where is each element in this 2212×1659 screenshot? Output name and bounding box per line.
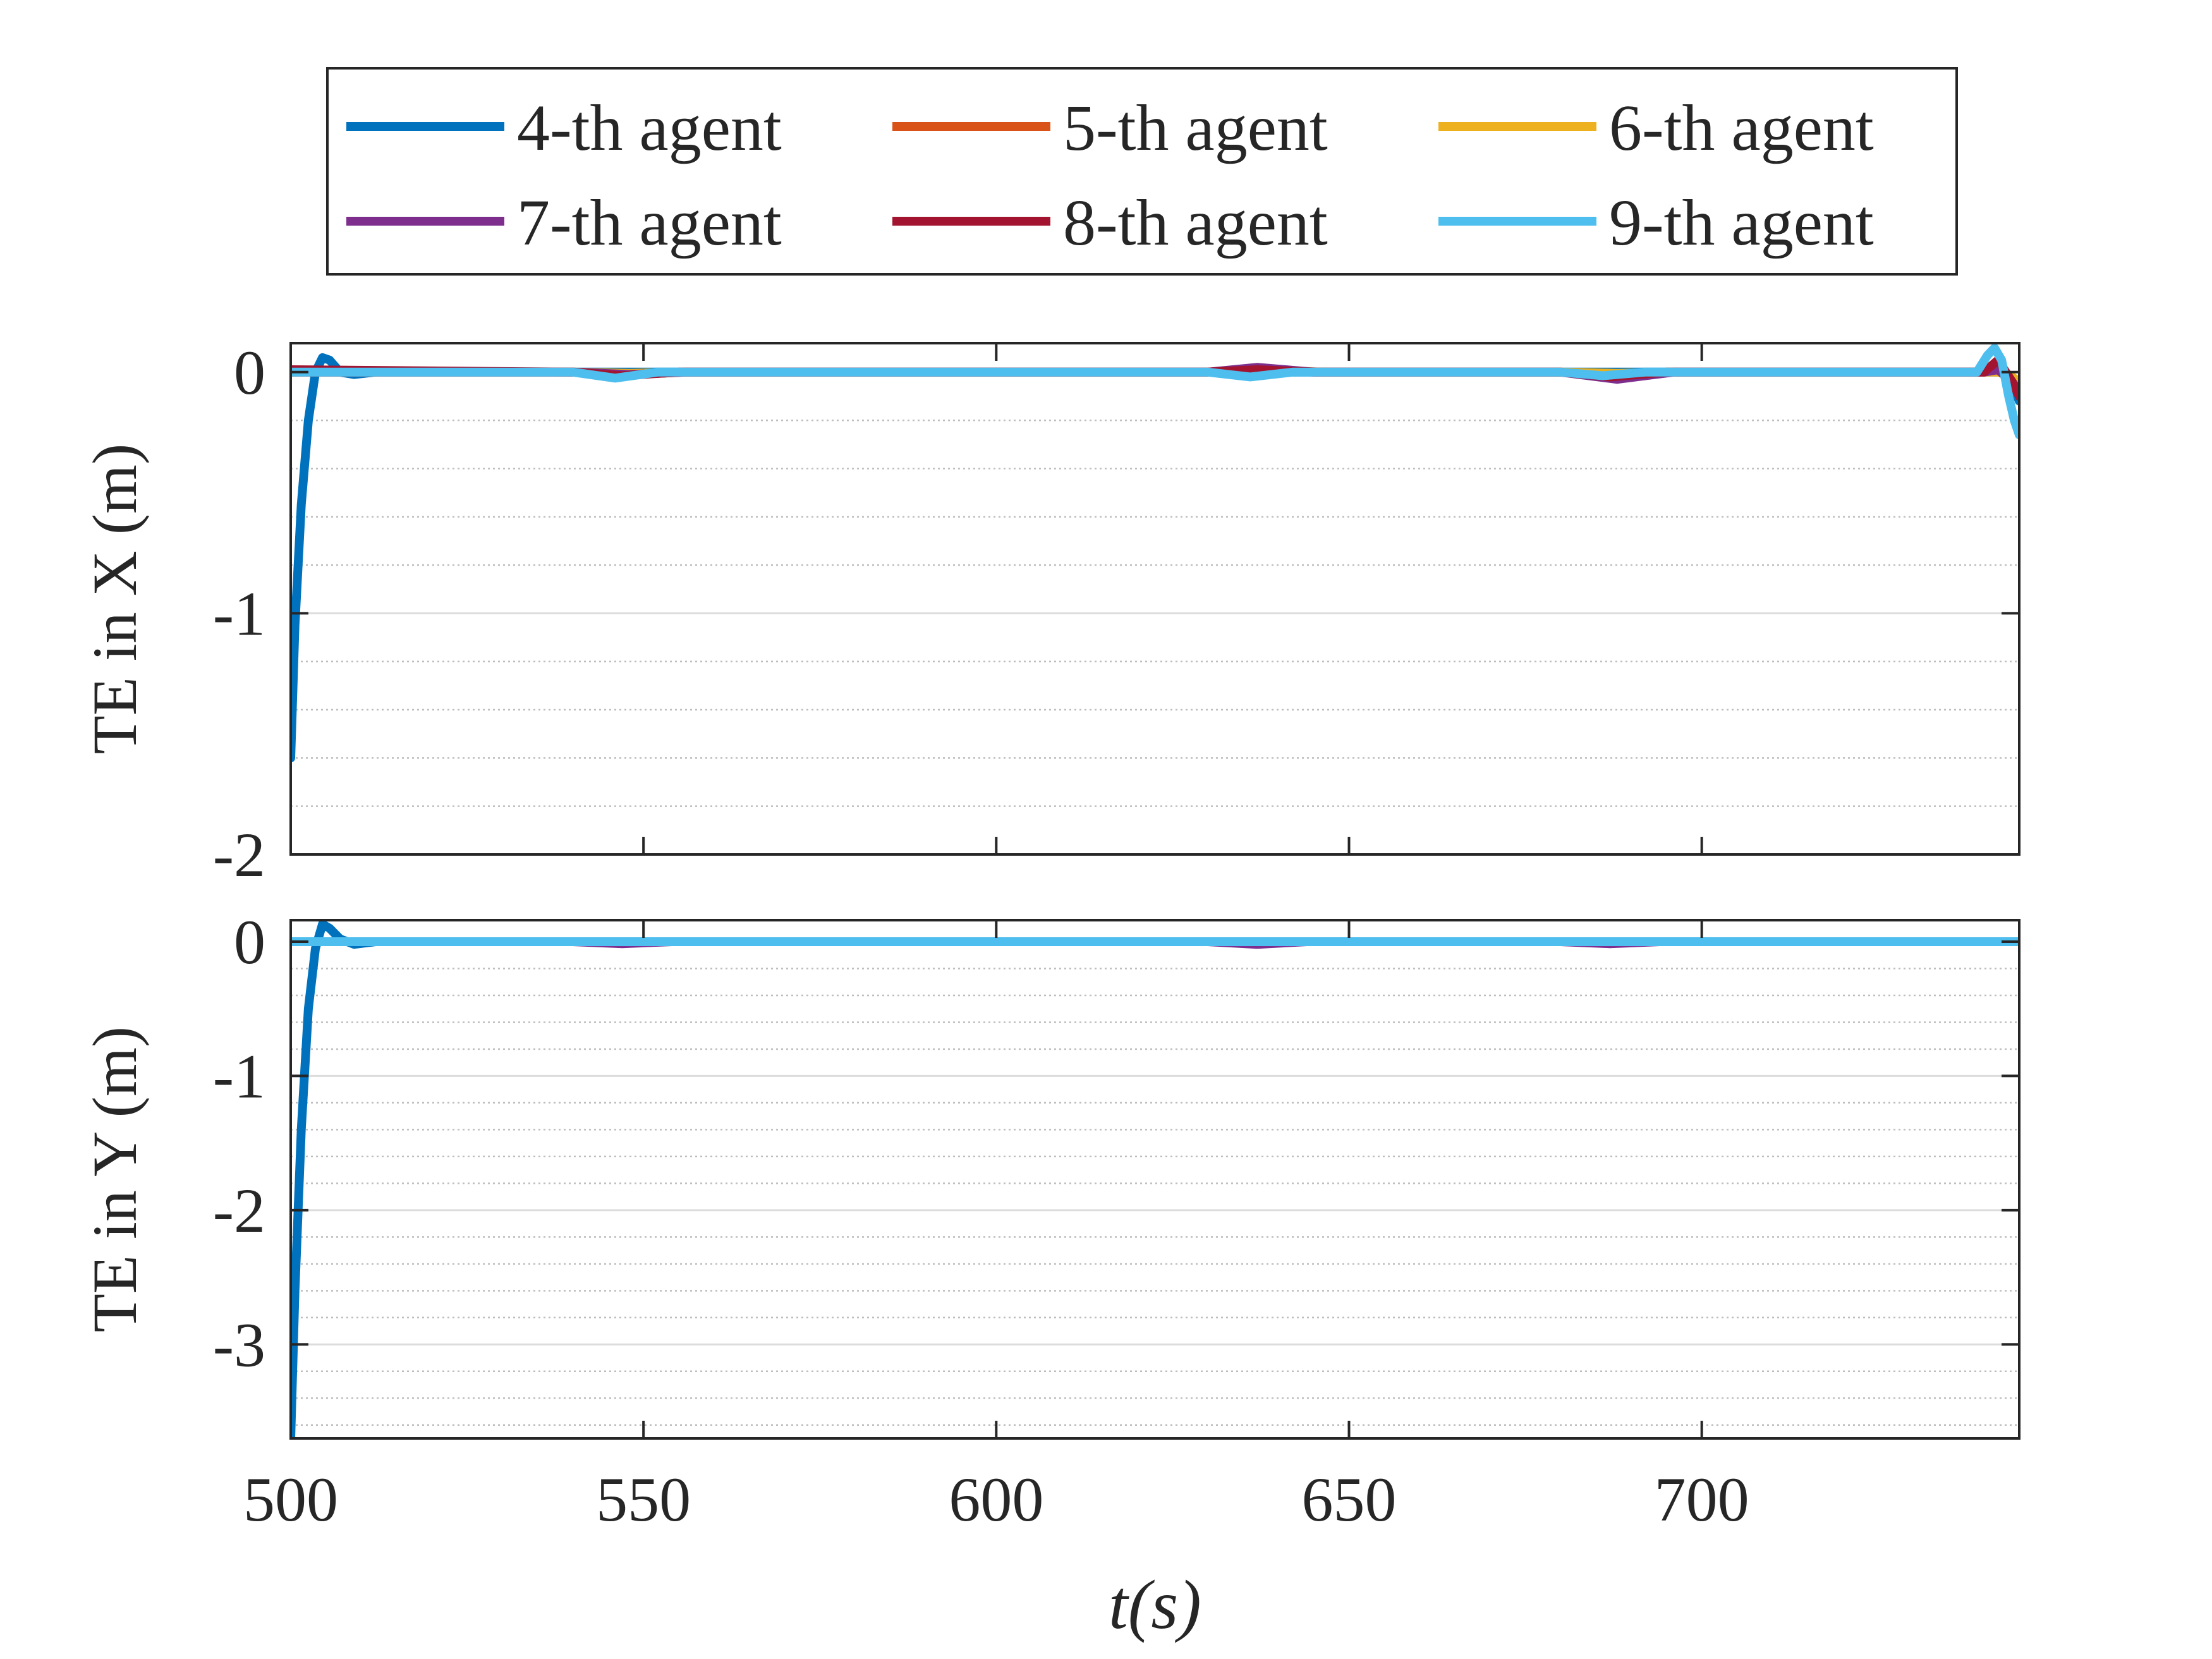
legend-box bbox=[326, 67, 1958, 276]
legend-label: 4-th agent bbox=[517, 92, 782, 164]
legend-entry-8-th-agent: 8-th agent bbox=[892, 186, 1328, 259]
y-tick-label: -2 bbox=[213, 1176, 265, 1246]
y-tick-label: 0 bbox=[234, 907, 265, 977]
legend-label: 9-th agent bbox=[1609, 186, 1874, 259]
legend-label: 5-th agent bbox=[1063, 92, 1328, 164]
legend-entry-7-th-agent: 7-th agent bbox=[346, 186, 782, 259]
legend: 4-th agent 5-th agent 6-th agent 7-th agent… bbox=[326, 67, 1958, 276]
x-tick-label: 650 bbox=[1301, 1464, 1396, 1534]
legend-entry-6-th-agent: 6-th agent bbox=[1438, 92, 1874, 164]
y-tick-label: -1 bbox=[213, 1041, 265, 1111]
legend-label: 7-th agent bbox=[517, 186, 782, 259]
y-tick-label: -1 bbox=[213, 578, 265, 648]
legend-label: 6-th agent bbox=[1609, 92, 1874, 164]
x-tick-label: 700 bbox=[1655, 1464, 1749, 1534]
ylabel-te-y: TE in Y (m) bbox=[80, 1026, 150, 1332]
axes-frame-te-x bbox=[289, 342, 2021, 856]
x-tick-label: 550 bbox=[596, 1464, 691, 1534]
xlabel-time: t(s) bbox=[1109, 1566, 1201, 1643]
legend-entry-4-th-agent: 4-th agent bbox=[346, 92, 782, 164]
y-tick-label: -3 bbox=[213, 1310, 265, 1380]
legend-label: 8-th agent bbox=[1063, 186, 1328, 259]
legend-entry-9-th-agent: 9-th agent bbox=[1438, 186, 1874, 259]
axes-te-y: 500 550 600 650 700 -3 -2 -1 0 TE in Y (m) t(s) bbox=[80, 907, 2021, 1643]
y-tick-label: 0 bbox=[234, 337, 265, 408]
ylabel-te-x: TE in X (m) bbox=[80, 444, 150, 755]
series-line-9-th-agent bbox=[291, 343, 2019, 439]
legend-entry-5-th-agent: 5-th agent bbox=[892, 92, 1328, 164]
axes-frame-te-y bbox=[289, 919, 2021, 1440]
y-tick-label: -2 bbox=[213, 820, 265, 890]
x-tick-label: 500 bbox=[243, 1464, 338, 1534]
x-tick-label: 600 bbox=[949, 1464, 1043, 1534]
axes-te-x: -2 -1 0 TE in X (m) bbox=[80, 337, 2021, 890]
